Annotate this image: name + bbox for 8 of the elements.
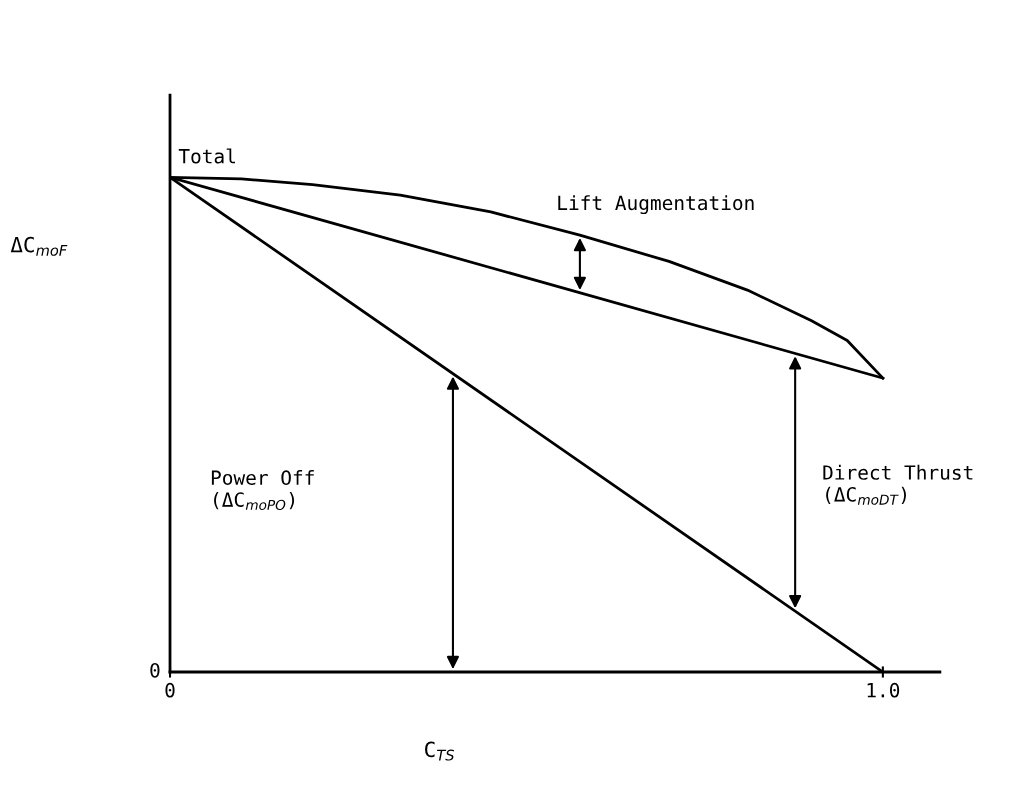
annotation: Lift Augmentation — [558, 195, 754, 215]
y-axis-title: ΔC$_{moF}$ — [10, 236, 68, 256]
x-tick-label: 1.0 — [867, 682, 900, 698]
annotation: Direct Thrust (ΔC$_{moDT}$) — [823, 464, 973, 505]
annotation: Power Off (ΔC$_{moPO}$) — [211, 470, 314, 511]
text: 0 — [150, 662, 160, 678]
x-axis-title: C$_{TS}$ — [425, 741, 455, 761]
annotation: Total — [178, 148, 235, 164]
